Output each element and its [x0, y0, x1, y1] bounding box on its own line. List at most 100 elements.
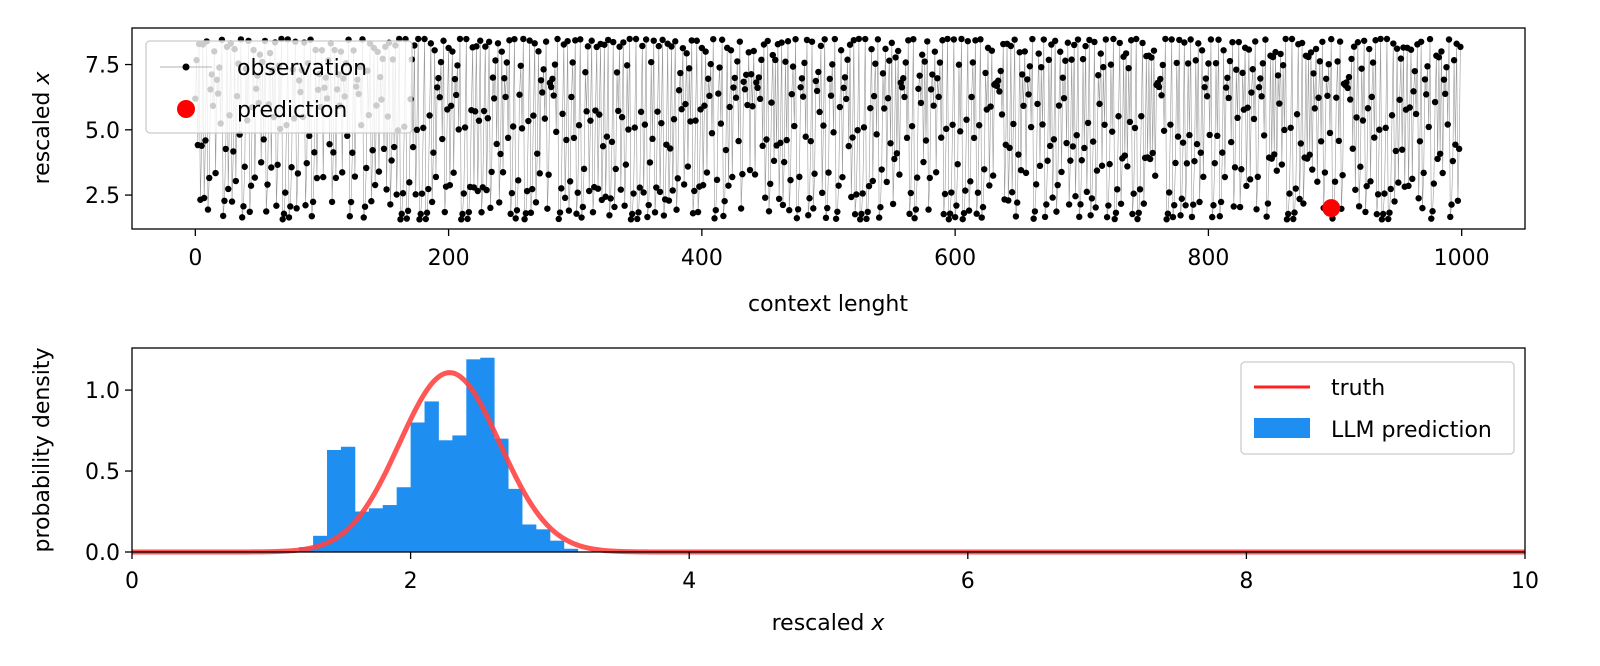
observation-point	[489, 74, 497, 81]
observation-point	[1428, 215, 1435, 222]
observation-point	[222, 145, 229, 153]
observation-point	[775, 195, 783, 202]
observation-point	[313, 174, 321, 182]
observation-point	[912, 206, 920, 213]
observation-point	[1088, 195, 1096, 202]
observation-point	[498, 48, 505, 55]
observation-point	[806, 195, 813, 202]
observation-point	[1065, 201, 1073, 208]
observation-point	[294, 170, 302, 177]
observation-point	[812, 77, 820, 85]
observation-point	[864, 208, 871, 216]
observation-point	[727, 47, 735, 54]
observation-point	[539, 89, 546, 96]
observation-point	[435, 74, 442, 82]
observation-point	[878, 166, 885, 173]
observation-point	[1205, 60, 1212, 67]
observation-point	[718, 36, 726, 43]
observation-point	[680, 181, 688, 188]
observation-point	[1328, 35, 1335, 43]
observation-point	[375, 168, 383, 175]
observation-point	[659, 36, 666, 44]
observation-point	[665, 197, 673, 204]
observation-point	[1138, 112, 1145, 120]
observation-point	[1436, 150, 1444, 157]
observation-point	[981, 166, 988, 173]
observation-point	[750, 47, 757, 55]
observation-point	[1026, 63, 1034, 70]
observation-point	[1220, 47, 1227, 54]
observation-point	[525, 117, 532, 125]
observation-point	[332, 174, 340, 182]
observation-point	[1136, 186, 1144, 193]
observation-point	[872, 60, 879, 67]
observation-point	[1036, 162, 1044, 170]
observation-point	[1181, 39, 1188, 46]
observation-point	[1421, 76, 1429, 83]
observation-point	[1200, 173, 1207, 181]
observation-point	[484, 114, 492, 122]
observation-point	[230, 148, 237, 155]
observation-point	[577, 36, 584, 43]
observation-point	[694, 208, 702, 216]
observation-point	[1178, 195, 1186, 202]
observation-point	[734, 58, 741, 65]
observation-point	[347, 198, 355, 206]
top-x-axis-label: context lenght	[748, 292, 908, 317]
observation-point	[1031, 208, 1039, 215]
observation-point	[1045, 56, 1053, 64]
observation-point	[620, 39, 627, 46]
observation-point	[1127, 37, 1135, 44]
bottom-x-axis-label: rescaled x	[772, 611, 886, 636]
observation-point	[1203, 93, 1211, 100]
observation-point	[1248, 89, 1255, 96]
observation-point	[1034, 100, 1041, 108]
legend-llm-label: LLM prediction	[1331, 418, 1492, 443]
observation-point	[705, 75, 712, 82]
observation-point	[634, 215, 641, 223]
observation-point	[859, 190, 866, 197]
observation-point	[411, 42, 418, 49]
observation-point	[1193, 140, 1201, 148]
observation-point	[1279, 62, 1287, 69]
observation-point	[471, 108, 479, 115]
observation-point	[863, 215, 870, 223]
observation-point	[883, 178, 890, 186]
observation-point	[797, 84, 804, 91]
observation-point	[1043, 201, 1050, 208]
observation-point	[507, 210, 514, 218]
observation-point	[868, 45, 875, 53]
observation-point	[882, 45, 889, 53]
observation-point	[550, 92, 557, 99]
observation-point	[413, 126, 421, 134]
observation-point	[403, 215, 410, 222]
observation-point	[943, 125, 950, 133]
observation-point	[755, 74, 763, 81]
observation-point	[1222, 84, 1230, 91]
observation-point	[602, 193, 609, 200]
observation-point	[421, 35, 428, 43]
observation-point	[1131, 124, 1139, 132]
observation-point	[655, 42, 663, 50]
observation-point	[1139, 39, 1146, 47]
observation-point	[1447, 213, 1454, 221]
observation-point	[604, 36, 612, 44]
observation-point	[778, 39, 785, 46]
observation-point	[563, 136, 570, 144]
observation-point	[858, 210, 865, 218]
observation-point	[749, 103, 756, 110]
observation-point	[862, 35, 869, 43]
observation-point	[293, 205, 300, 212]
observation-point	[1210, 202, 1217, 209]
observation-point	[1250, 115, 1258, 123]
observation-point	[260, 136, 267, 143]
observation-point	[574, 189, 581, 196]
observation-point	[454, 62, 461, 69]
observation-point	[264, 181, 271, 188]
observation-point	[707, 60, 714, 68]
observation-point	[1377, 35, 1384, 43]
observation-point	[522, 210, 530, 217]
observation-point	[915, 85, 922, 92]
observation-point	[765, 208, 773, 215]
observation-point	[1336, 38, 1344, 45]
